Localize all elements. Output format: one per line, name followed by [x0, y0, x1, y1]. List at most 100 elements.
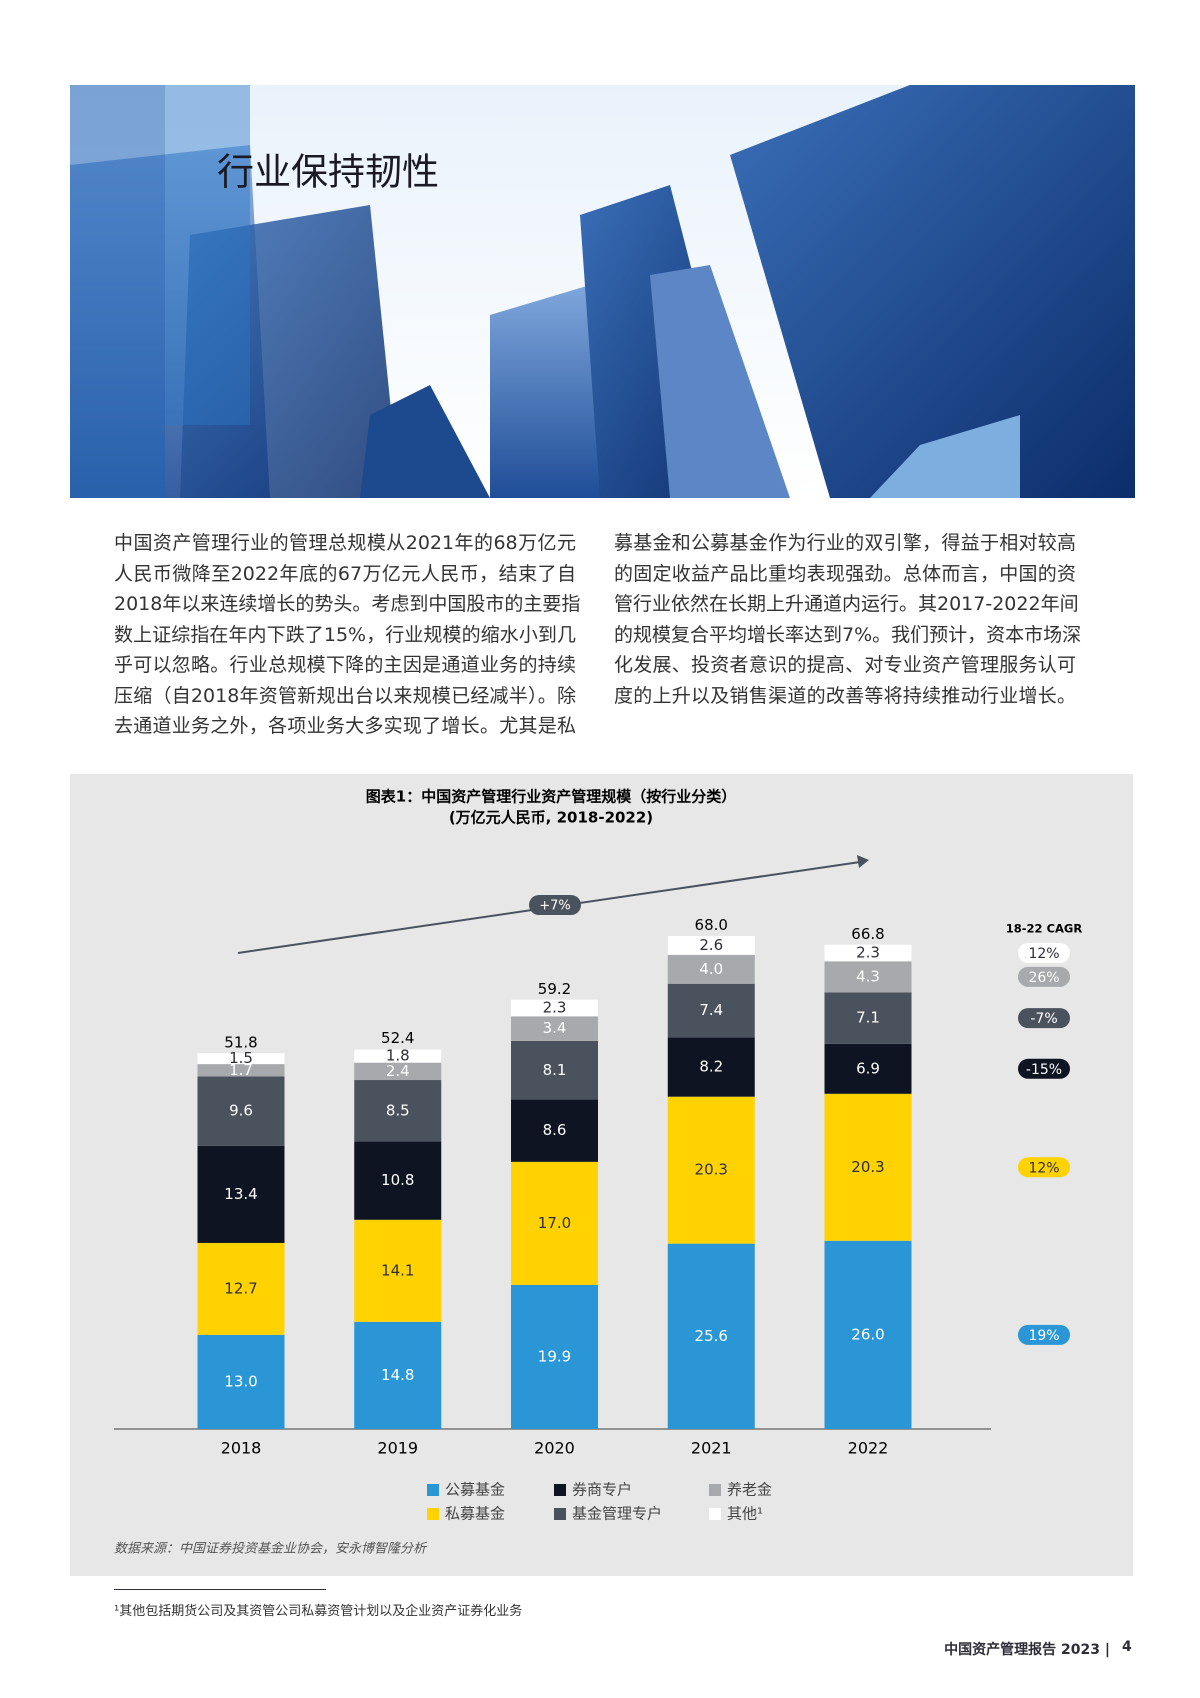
segment-label: 7.4: [699, 1001, 723, 1019]
x-tick-label: 2020: [534, 1439, 575, 1458]
segment-label: 7.1: [856, 1009, 880, 1027]
bar-segment: [354, 1321, 442, 1429]
segment-label: 20.3: [851, 1158, 884, 1176]
segment-label: 6.9: [856, 1059, 880, 1077]
legend-label: 私募基金: [445, 1505, 505, 1523]
segment-label: 13.4: [224, 1185, 257, 1203]
segment-label: 13.0: [224, 1372, 257, 1390]
bar-segment: [824, 944, 912, 962]
body-line: 压缩（自2018年资管新规出台以来规模已经减半）。除: [114, 684, 576, 707]
total-label: 66.8: [851, 925, 884, 943]
bar-segment: [197, 1076, 285, 1146]
body-line: 募基金和公募基金作为行业的双引擎，得益于相对较高: [614, 532, 1076, 554]
segment-label: 20.3: [695, 1161, 728, 1179]
bar-segment: [354, 1062, 442, 1081]
body-line: 去通道业务之外，各项业务大多实现了增长。尤其是私: [114, 715, 576, 737]
bar-segment: [824, 1093, 912, 1241]
legend-swatch: [554, 1484, 566, 1496]
footnote-rule: [114, 1589, 326, 1590]
body-line: 人民币微降至2022年底的67万亿元人民币，结束了自: [114, 562, 576, 585]
bar-segment: [354, 1049, 442, 1063]
bar-segment: [511, 1161, 598, 1285]
cagr-label: 26%: [1028, 970, 1059, 986]
segment-label: 19.9: [538, 1347, 571, 1365]
bar-segment: [511, 1016, 598, 1041]
annotation-pill: [529, 895, 581, 915]
x-tick-label: 2021: [691, 1439, 732, 1458]
segment-label: 8.6: [543, 1121, 567, 1139]
bar-segment: [354, 1141, 442, 1220]
footer-title: 中国资产管理报告 2023 |: [944, 1642, 1110, 1658]
legend-label: 券商专户: [572, 1481, 632, 1499]
chart-title: 图表1：中国资产管理行业资产管理规模（按行业分类）: [366, 788, 736, 806]
legend-swatch: [709, 1484, 721, 1496]
x-tick-label: 2018: [221, 1439, 262, 1458]
bar-segment: [354, 1219, 442, 1322]
segment-label: 26.0: [851, 1325, 884, 1343]
segment-label: 2.3: [856, 943, 880, 961]
cagr-title: 18-22 CAGR: [1006, 922, 1083, 936]
body-line: 的规模复合平均增长率达到7%。我们预计，资本市场深: [614, 623, 1082, 646]
body-line: 度的上升以及销售渠道的改善等将持续推动行业增长。: [614, 684, 1076, 707]
hero-image: 行业保持韧性: [70, 85, 1135, 498]
cagr-label: 12%: [1028, 1160, 1059, 1176]
body-line: 2018年以来连续增长的势头。考虑到中国股市的主要指: [114, 593, 581, 615]
bar-segment: [511, 1284, 598, 1429]
annotation: +7%: [539, 899, 571, 914]
bar-segment: [197, 1053, 285, 1065]
legend-label: 养老金: [727, 1481, 772, 1499]
bar-segment: [824, 992, 912, 1044]
x-tick-label: 2019: [377, 1439, 418, 1458]
cagr-pill: [1018, 1157, 1070, 1178]
section-title: 行业保持韧性: [217, 151, 439, 194]
bar-segment: [667, 1037, 755, 1097]
body-line: 数上证综指在年内下跌了15%，行业规模的缩水小到几: [114, 623, 576, 646]
segment-label: 1.8: [386, 1047, 410, 1065]
body-line: 管行业依然在长期上升通道内运行。其2017-2022年间: [614, 593, 1079, 615]
body-line: 乎可以忽略。行业总规模下降的主因是通道业务的持续: [114, 654, 576, 676]
body-right-column: 募基金和公募基金作为行业的双引擎，得益于相对较高 的固定收益产品比重均表现强劲。总…: [614, 528, 1082, 711]
total-label: 52.4: [381, 1029, 414, 1047]
legend-label: 基金管理专户: [572, 1505, 662, 1523]
bar-segment: [511, 999, 598, 1017]
total-label: 51.8: [224, 1033, 257, 1051]
segment-label: 8.1: [543, 1061, 567, 1079]
segment-label: 10.8: [381, 1171, 414, 1189]
bar-segment: [824, 1240, 912, 1429]
body-left-column: 中国资产管理行业的管理总规模从2021年的68万亿元 人民币微降至2022年底的6…: [114, 528, 581, 742]
legend-swatch: [427, 1508, 439, 1520]
cagr-label: -15%: [1026, 1062, 1062, 1078]
segment-label: 4.0: [699, 960, 723, 978]
page-number: 4: [1122, 1639, 1132, 1655]
segment-label: 14.8: [381, 1366, 414, 1384]
x-tick-label: 2022: [848, 1439, 889, 1458]
segment-label: 8.5: [386, 1101, 410, 1119]
cagr-label: 12%: [1028, 946, 1059, 962]
bar-segment: [667, 983, 755, 1038]
segment-label: 2.3: [543, 998, 567, 1016]
cagr-label: 19%: [1028, 1328, 1059, 1344]
cagr-pill: [1018, 1324, 1070, 1345]
chart-subtitle: (万亿元人民币, 2018-2022): [449, 809, 653, 827]
legend-swatch: [709, 1508, 721, 1520]
chart-panel: 图表1：中国资产管理行业资产管理规模（按行业分类） (万亿元人民币, 2018-…: [70, 774, 1133, 1576]
bar-segment: [354, 1080, 442, 1142]
legend-label: 公募基金: [445, 1481, 505, 1499]
segment-label: 17.0: [538, 1214, 571, 1232]
cagr-pill: [1018, 1058, 1070, 1079]
bar-segment: [511, 1040, 598, 1100]
legend-label: 其他¹: [727, 1505, 763, 1523]
bar-segment: [824, 961, 912, 993]
bar-segment: [667, 1096, 755, 1244]
bar-segment: [197, 1145, 285, 1243]
bar-segment: [511, 1099, 598, 1162]
footnote: ¹其他包括期货公司及其资管公司私募资管计划以及企业资产证券化业务: [114, 1604, 523, 1619]
bar-segment: [197, 1064, 285, 1077]
bar-segment: [667, 1243, 755, 1429]
bar-segment: [824, 1043, 912, 1094]
segment-label: 3.4: [543, 1019, 567, 1037]
segment-label: 9.6: [229, 1102, 253, 1120]
segment-label: 2.4: [386, 1062, 410, 1080]
legend-swatch: [554, 1508, 566, 1520]
